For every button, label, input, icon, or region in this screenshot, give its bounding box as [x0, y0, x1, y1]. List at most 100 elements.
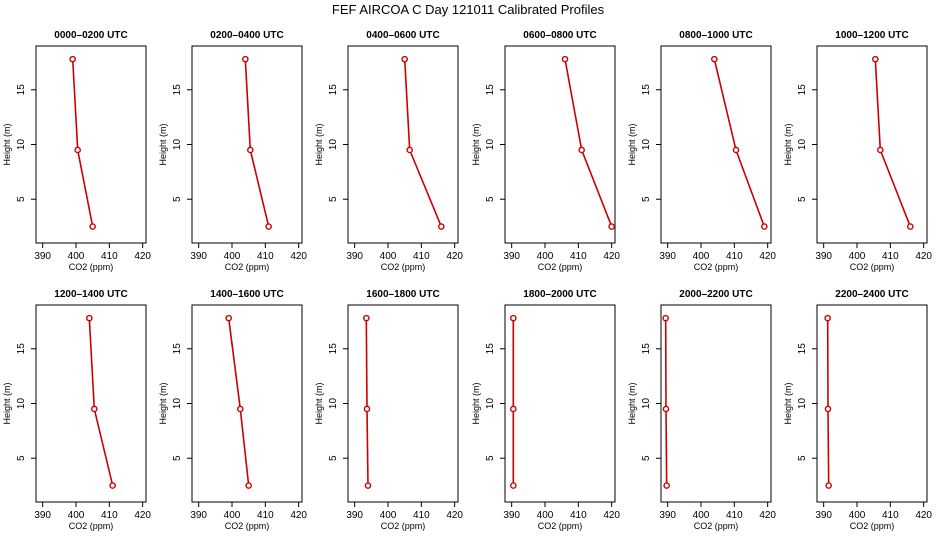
- x-tick-label: 410: [882, 251, 899, 262]
- x-tick-label: 390: [190, 510, 207, 521]
- data-point: [872, 55, 879, 63]
- x-axis-label: CO2 (ppm): [69, 521, 114, 531]
- panel-title: 0000–0200 UTC: [54, 30, 127, 41]
- x-tick-label: 390: [659, 251, 676, 262]
- plot-frame: [504, 304, 616, 503]
- y-axis-label: Height (m): [471, 123, 481, 165]
- plot-frame: [660, 45, 772, 244]
- plot-frame: [816, 45, 928, 244]
- plot-frame: [35, 45, 147, 244]
- y-tick-label: 10: [797, 398, 808, 410]
- plot-frame: [660, 304, 772, 503]
- x-tick-label: 410: [882, 510, 899, 521]
- data-point: [510, 482, 517, 489]
- y-tick-label: 5: [641, 196, 652, 202]
- x-axis-label: CO2 (ppm): [850, 521, 895, 531]
- panel-3: 0400–0600 UTC 390 400 410 420 5 10 15 CO2 (ppm) H…: [314, 30, 463, 272]
- data-point: [225, 314, 232, 322]
- x-tick-label: 390: [815, 510, 832, 521]
- panels-grid: 0000–0200 UTC 390 400 410 420 5 10 15 CO2 (ppm) H…: [2, 30, 932, 531]
- y-tick-label: 15: [485, 343, 496, 355]
- y-tick-label: 5: [641, 455, 652, 461]
- data-point: [662, 405, 670, 413]
- x-tick-label: 410: [413, 510, 430, 521]
- profile-line: [88, 318, 114, 486]
- x-tick-label: 400: [68, 251, 85, 262]
- data-point: [363, 314, 370, 322]
- y-axis-label: Height (m): [783, 382, 793, 424]
- y-tick-label: 10: [641, 139, 652, 151]
- x-tick-label: 400: [849, 251, 866, 262]
- data-point: [578, 146, 585, 154]
- x-tick-label: 390: [34, 510, 51, 521]
- x-tick-label: 420: [134, 251, 151, 262]
- y-axis-label: Height (m): [471, 382, 481, 424]
- data-point: [907, 223, 914, 230]
- data-point: [247, 146, 254, 154]
- data-point: [711, 55, 718, 63]
- y-tick-label: 5: [485, 196, 496, 202]
- x-tick-label: 410: [570, 510, 587, 521]
- panel-title: 1000–1200 UTC: [835, 30, 908, 41]
- y-tick-label: 10: [172, 398, 183, 410]
- x-tick-label: 420: [915, 510, 932, 521]
- y-tick-label: 10: [485, 398, 496, 410]
- panel-7: 1200–1400 UTC 390 400 410 420 5 10 15 CO2 (ppm) H…: [2, 289, 151, 531]
- y-tick-label: 15: [328, 84, 339, 96]
- data-point: [265, 223, 272, 230]
- profile-line: [826, 318, 830, 486]
- x-axis-label: CO2 (ppm): [225, 262, 270, 272]
- y-axis-label: Height (m): [314, 123, 324, 165]
- plot-frame: [816, 304, 928, 503]
- y-tick-label: 15: [172, 343, 183, 355]
- y-axis-label: Height (m): [2, 123, 12, 165]
- x-axis-label: CO2 (ppm): [850, 262, 895, 272]
- y-tick-label: 15: [16, 343, 27, 355]
- x-tick-label: 390: [815, 251, 832, 262]
- x-tick-label: 410: [570, 251, 587, 262]
- data-point: [401, 55, 408, 63]
- panel-9: 1600–1800 UTC 390 400 410 420 5 10 15 CO2 (ppm) H…: [314, 289, 463, 531]
- panel-4: 0600–0800 UTC 390 400 410 420 5 10 15 CO2 (ppm) H…: [471, 30, 620, 272]
- x-tick-label: 400: [380, 510, 397, 521]
- y-tick-label: 10: [485, 139, 496, 151]
- profile-line: [664, 318, 668, 486]
- plot-frame: [347, 45, 459, 244]
- x-tick-label: 400: [537, 510, 554, 521]
- x-axis-label: CO2 (ppm): [694, 521, 739, 531]
- x-tick-label: 410: [257, 251, 274, 262]
- x-tick-label: 410: [413, 251, 430, 262]
- y-tick-label: 15: [328, 343, 339, 355]
- x-tick-label: 400: [224, 251, 241, 262]
- x-axis-label: CO2 (ppm): [538, 262, 583, 272]
- y-tick-label: 15: [16, 84, 27, 96]
- data-point: [877, 146, 884, 154]
- data-point: [86, 314, 93, 322]
- x-tick-label: 390: [34, 251, 51, 262]
- panel-8: 1400–1600 UTC 390 400 410 420 5 10 15 CO2 (ppm) H…: [158, 289, 307, 531]
- data-point: [761, 223, 768, 230]
- data-point: [732, 146, 740, 154]
- x-axis-label: CO2 (ppm): [381, 262, 426, 272]
- data-point: [364, 482, 372, 489]
- panel-2: 0200–0400 UTC 390 400 410 420 5 10 15 CO2 (ppm) H…: [158, 30, 307, 272]
- x-tick-label: 420: [759, 251, 776, 262]
- plot-frame: [347, 304, 459, 503]
- panel-title: 1400–1600 UTC: [210, 289, 283, 300]
- x-tick-label: 410: [257, 510, 274, 521]
- x-tick-label: 390: [346, 510, 363, 521]
- data-point: [363, 405, 371, 413]
- x-tick-label: 390: [503, 510, 520, 521]
- x-tick-label: 420: [290, 510, 307, 521]
- y-axis-label: Height (m): [314, 382, 324, 424]
- x-tick-label: 400: [693, 510, 710, 521]
- x-tick-label: 420: [134, 510, 151, 521]
- panel-title: 1200–1400 UTC: [54, 289, 127, 300]
- x-axis-label: CO2 (ppm): [538, 521, 583, 531]
- profile-line: [365, 318, 369, 486]
- y-tick-label: 15: [797, 343, 808, 355]
- data-point: [663, 482, 670, 489]
- data-point: [824, 405, 832, 413]
- y-tick-label: 10: [328, 398, 339, 410]
- profile-line: [713, 58, 766, 227]
